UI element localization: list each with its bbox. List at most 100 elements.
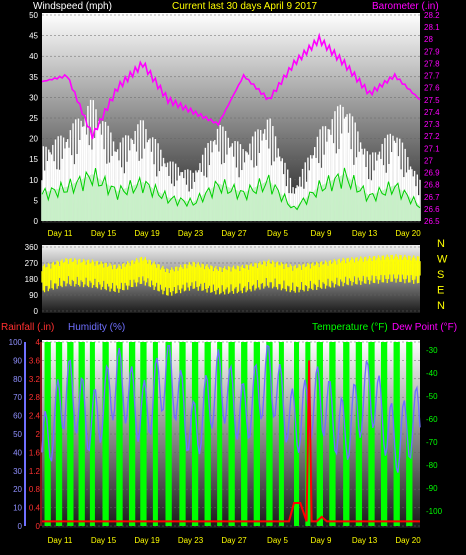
humidity-tick-label: 0	[18, 522, 23, 531]
compass-label: N	[437, 238, 445, 250]
humidity-label: Humidity (%)	[68, 322, 125, 333]
temperature-band	[266, 342, 273, 526]
baro-tick-label: 27.8	[424, 59, 440, 68]
rain-tick-label: 0.8	[29, 485, 41, 494]
temperature-band	[217, 342, 223, 526]
rain-x-tick-label: Day 5	[267, 536, 288, 545]
temperature-band	[343, 342, 350, 526]
temperature-band	[228, 342, 235, 526]
temperature-band	[253, 342, 260, 526]
baro-tick-label: 27.9	[424, 47, 440, 56]
rain-tick-label: 1.6	[29, 448, 41, 457]
temperature-band	[393, 342, 400, 526]
rain-tick-label: 0.4	[29, 504, 41, 513]
temperature-band	[116, 342, 123, 526]
wind-tick-label: 5	[34, 196, 39, 205]
temperature-band	[406, 342, 413, 526]
wind-x-tick-label: Day 11	[48, 229, 73, 238]
rain-tick-label: 2	[36, 430, 41, 439]
wind-tick-label: 25	[29, 114, 38, 123]
temperature-band	[55, 342, 63, 526]
temp-tick-label: -80	[426, 461, 438, 470]
baro-tick-label: 27.4	[424, 108, 440, 117]
rain-y-ticks: 4 3.6 3.2 2.8 2.4 2 1.6 1.2 0.8 0.4 0	[29, 338, 42, 531]
temperature-band	[380, 342, 388, 526]
barometer-label: Barometer (.in)	[372, 1, 439, 12]
baro-tick-label: 27.7	[424, 72, 440, 81]
temperature-band	[78, 342, 85, 526]
windspeed-label: Windspeed (mph)	[33, 1, 112, 12]
baro-tick-label: 27	[424, 156, 433, 165]
rain-tick-label: 1.2	[29, 467, 41, 476]
compass-label: W	[437, 254, 448, 266]
direction-tick-label: 180	[25, 275, 39, 284]
wind-tick-label: 15	[29, 155, 38, 164]
wind-x-tick-label: Day 9	[311, 229, 332, 238]
temperature-band	[165, 342, 172, 526]
wind-series	[41, 32, 421, 221]
temperature-band	[329, 342, 336, 526]
baro-tick-label: 27.1	[424, 144, 440, 153]
direction-tick-label: 0	[34, 307, 39, 316]
humidity-tick-label: 50	[13, 430, 22, 439]
temperature-band	[67, 342, 74, 526]
rain-tick-label: 2.4	[29, 412, 41, 421]
temperature-band	[89, 342, 95, 526]
direction-y-ticks: 360 270 180 90 0	[25, 243, 39, 316]
rain-x-ticks: Day 11 Day 15 Day 19 Day 23 Day 27 Day 5 Day 9…	[48, 536, 422, 545]
avg-wind-line	[41, 167, 421, 211]
temperature-band	[241, 342, 248, 526]
baro-tick-label: 28.1	[424, 23, 440, 32]
temp-tick-label: -70	[426, 438, 438, 447]
baro-tick-label: 26.5	[424, 217, 440, 226]
rain-tick-label: 4	[36, 338, 41, 347]
baro-y-ticks: 28.2 28.1 28 27.9 27.8 27.7 27.6 27.5 27.4 27.3 27…	[424, 11, 440, 226]
temp-tick-label: -50	[426, 392, 438, 401]
temperature-band	[278, 342, 284, 526]
temperature-band	[355, 342, 363, 526]
compass-label: E	[437, 285, 444, 297]
chart-title: Current last 30 days April 9 2017	[172, 1, 318, 12]
humidity-tick-label: 80	[13, 375, 22, 384]
temperature-band	[368, 342, 375, 526]
dewpoint-label: Dew Point (°F)	[392, 322, 457, 333]
rain-x-tick-label: Day 13	[352, 536, 378, 545]
temperature-band	[191, 342, 199, 526]
compass-label: S	[437, 269, 444, 281]
wind-tick-label: 30	[29, 93, 38, 102]
rain-x-tick-label: Day 23	[178, 536, 204, 545]
humidity-tick-label: 60	[13, 412, 22, 421]
wind-tick-label: 35	[29, 73, 38, 82]
rainfall-label: Rainfall (.in)	[1, 322, 54, 333]
wind-tick-label: 20	[29, 135, 38, 144]
temp-tick-label: -60	[426, 415, 438, 424]
direction-tick-label: 90	[29, 291, 38, 300]
direction-tick-label: 360	[25, 243, 39, 252]
rain-x-tick-label: Day 9	[311, 536, 332, 545]
baro-tick-label: 27.2	[424, 132, 440, 141]
wind-x-tick-label: Day 27	[221, 229, 247, 238]
humidity-tick-label: 70	[13, 393, 22, 402]
temp-tick-label: -90	[426, 484, 438, 493]
temperature-band	[152, 342, 158, 526]
humidity-tick-label: 10	[13, 504, 22, 513]
baro-tick-label: 26.7	[424, 193, 440, 202]
rain-x-tick-label: Day 15	[91, 536, 117, 545]
compass-label: N	[437, 300, 445, 312]
baro-tick-label: 26.9	[424, 169, 440, 178]
direction-tick-label: 270	[25, 259, 39, 268]
wind-tick-label: 10	[29, 176, 38, 185]
rain-tick-label: 3.6	[29, 356, 41, 365]
humidity-line	[41, 344, 421, 473]
temp-y-ticks: -30 -40 -50 -60 -70 -80 -90 -100	[426, 346, 443, 516]
temperature-band	[316, 342, 323, 526]
wind-tick-label: 45	[29, 32, 38, 41]
temperature-band	[102, 342, 109, 526]
temp-tick-label: -40	[426, 369, 438, 378]
baro-tick-label: 26.8	[424, 181, 440, 190]
wind-tick-label: 0	[34, 217, 39, 226]
temperature-label: Temperature (°F)	[312, 322, 388, 333]
temperature-band	[204, 342, 211, 526]
